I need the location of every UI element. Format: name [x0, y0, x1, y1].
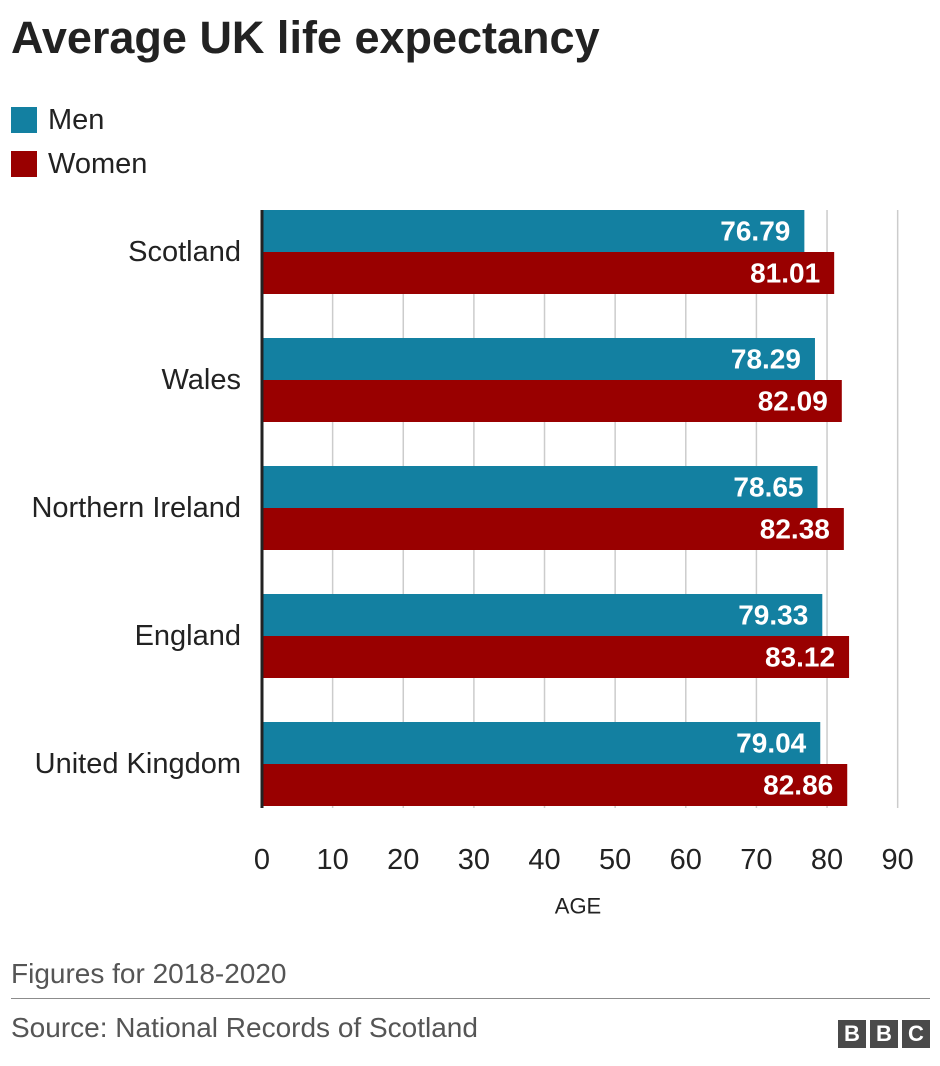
x-axis-title: AGE	[555, 894, 601, 919]
bbc-logo-letter-3: C	[902, 1020, 930, 1048]
value-label-women-england: 83.12	[765, 642, 835, 673]
category-label-northern-ireland: Northern Ireland	[31, 492, 241, 524]
category-label-england: England	[135, 620, 241, 652]
x-tick-label-50: 50	[599, 844, 631, 876]
legend-label-men: Men	[48, 103, 105, 136]
legend-swatch-women	[11, 151, 37, 177]
legend-label-women: Women	[48, 147, 148, 180]
value-label-women-wales: 82.09	[758, 386, 828, 417]
legend-item-women: Women	[11, 142, 147, 186]
value-label-men-scotland: 76.79	[720, 216, 790, 247]
bar-women-england	[262, 636, 850, 678]
value-label-men-wales: 78.29	[731, 344, 801, 375]
category-label-wales: Wales	[162, 364, 242, 396]
bar-women-wales	[262, 380, 842, 422]
footer-note: Figures for 2018-2020	[11, 958, 287, 989]
x-tick-label-30: 30	[458, 844, 490, 876]
chart-title: Average UK life expectancy	[11, 12, 600, 63]
bbc-logo-letter-2: B	[870, 1020, 898, 1048]
legend: Men Women	[11, 98, 147, 186]
category-label-scotland: Scotland	[128, 236, 241, 268]
x-tick-label-0: 0	[254, 844, 270, 876]
footer-source: Source: National Records of Scotland	[11, 1012, 478, 1043]
bbc-logo-letter-1: B	[838, 1020, 866, 1048]
legend-item-men: Men	[11, 98, 147, 142]
footer-divider	[11, 998, 930, 999]
x-tick-label-10: 10	[316, 844, 348, 876]
value-label-men-united-kingdom: 79.04	[736, 728, 806, 759]
bar-women-united-kingdom	[262, 764, 848, 806]
x-tick-label-90: 90	[882, 844, 914, 876]
bar-women-scotland	[262, 252, 835, 294]
x-tick-label-20: 20	[387, 844, 419, 876]
x-tick-label-40: 40	[528, 844, 560, 876]
bbc-logo: B B C	[838, 1020, 930, 1048]
value-label-women-united-kingdom: 82.86	[763, 770, 833, 801]
bar-chart: 76.79 81.01 Scotland 78.29 82.09 Wales 78.65 82…	[31, 210, 914, 919]
legend-swatch-men	[11, 107, 37, 133]
bar-men-united-kingdom	[262, 722, 821, 764]
value-label-women-scotland: 81.01	[750, 258, 820, 289]
x-tick-label-60: 60	[670, 844, 702, 876]
category-label-united-kingdom: United Kingdom	[35, 748, 241, 780]
bar-men-england	[262, 594, 823, 636]
value-label-men-england: 79.33	[738, 600, 808, 631]
bar-men-northern-ireland	[262, 466, 818, 508]
x-tick-label-80: 80	[811, 844, 843, 876]
x-tick-label-70: 70	[740, 844, 772, 876]
value-label-women-northern-ireland: 82.38	[760, 514, 830, 545]
bar-women-northern-ireland	[262, 508, 844, 550]
bar-men-wales	[262, 338, 815, 380]
bar-men-scotland	[262, 210, 805, 252]
value-label-men-northern-ireland: 78.65	[733, 472, 803, 503]
